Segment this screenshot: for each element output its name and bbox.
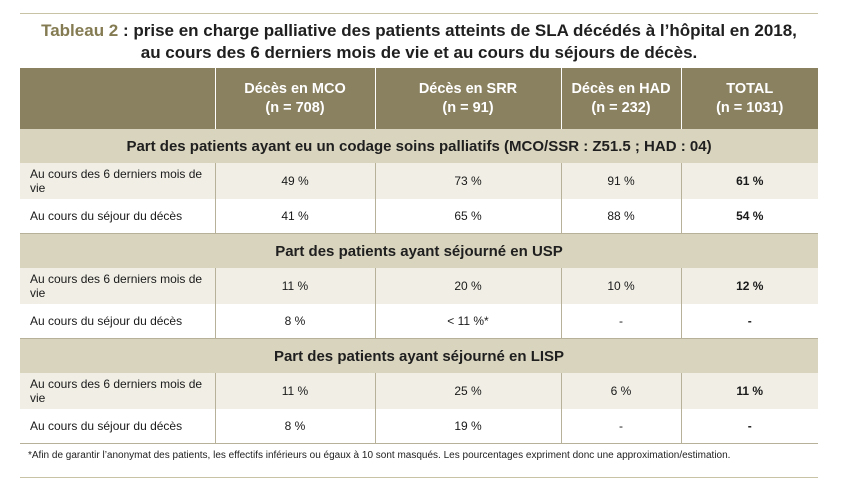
- header-mco: Décès en MCO (n = 708): [215, 68, 376, 129]
- cell-srr: 20 %: [375, 268, 562, 304]
- cell-had: 88 %: [561, 199, 682, 234]
- cell-had: -: [561, 409, 682, 444]
- cell-mco: 11 %: [215, 373, 376, 409]
- cell-total: -: [681, 304, 818, 339]
- cell-had: 6 %: [561, 373, 682, 409]
- header-had: Décès en HAD (n = 232): [561, 68, 682, 129]
- table-row: Au cours du séjour du décès 8 % 19 % - -: [20, 409, 818, 444]
- results-table: Décès en MCO (n = 708) Décès en SRR (n = 9…: [20, 68, 818, 444]
- section-row-usp: Part des patients ayant séjourné en USP: [20, 233, 818, 268]
- cell-srr: 73 %: [375, 163, 562, 199]
- section-title: Part des patients ayant eu un codage soi…: [20, 129, 818, 163]
- title-line1: : prise en charge palliative des patient…: [118, 21, 797, 40]
- cell-had: -: [561, 304, 682, 339]
- cell-mco: 49 %: [215, 163, 376, 199]
- cell-total: -: [681, 409, 818, 444]
- cell-total: 12 %: [681, 268, 818, 304]
- table-frame: [20, 13, 818, 478]
- section-title: Part des patients ayant séjourné en LISP: [20, 338, 818, 373]
- table-row: Au cours des 6 derniers mois de vie 49 %…: [20, 163, 818, 199]
- cell-srr: 19 %: [375, 409, 562, 444]
- section-row-lisp: Part des patients ayant séjourné en LISP: [20, 338, 818, 373]
- cell-total: 61 %: [681, 163, 818, 199]
- row-label: Au cours des 6 derniers mois de vie: [20, 373, 216, 409]
- row-label: Au cours du séjour du décès: [20, 304, 216, 339]
- table-row: Au cours des 6 derniers mois de vie 11 %…: [20, 268, 818, 304]
- row-label: Au cours des 6 derniers mois de vie: [20, 163, 216, 199]
- cell-had: 10 %: [561, 268, 682, 304]
- cell-mco: 8 %: [215, 409, 376, 444]
- cell-total: 11 %: [681, 373, 818, 409]
- cell-mco: 11 %: [215, 268, 376, 304]
- cell-total: 54 %: [681, 199, 818, 234]
- header-total: TOTAL (n = 1031): [681, 68, 818, 129]
- cell-mco: 41 %: [215, 199, 376, 234]
- cell-mco: 8 %: [215, 304, 376, 339]
- header-row: Décès en MCO (n = 708) Décès en SRR (n = 9…: [20, 68, 818, 129]
- table-row: Au cours des 6 derniers mois de vie 11 %…: [20, 373, 818, 409]
- cell-had: 91 %: [561, 163, 682, 199]
- section-row-palliative: Part des patients ayant eu un codage soi…: [20, 129, 818, 163]
- title-line2: au cours des 6 derniers mois de vie et a…: [140, 43, 698, 62]
- section-title: Part des patients ayant séjourné en USP: [20, 233, 818, 268]
- header-empty: [20, 68, 216, 129]
- table-row: Au cours du séjour du décès 8 % < 11 %* …: [20, 304, 818, 339]
- cell-srr: 65 %: [375, 199, 562, 234]
- table-title: Tableau 2 : prise en charge palliative d…: [20, 20, 818, 64]
- row-label: Au cours du séjour du décès: [20, 199, 216, 234]
- table-row: Au cours du séjour du décès 41 % 65 % 88…: [20, 199, 818, 234]
- header-srr: Décès en SRR (n = 91): [375, 68, 562, 129]
- row-label: Au cours des 6 derniers mois de vie: [20, 268, 216, 304]
- cell-srr: 25 %: [375, 373, 562, 409]
- title-lead: Tableau 2: [41, 21, 119, 40]
- cell-srr: < 11 %*: [375, 304, 562, 339]
- row-label: Au cours du séjour du décès: [20, 409, 216, 444]
- footnote: *Afin de garantir l’anonymat des patient…: [28, 450, 731, 461]
